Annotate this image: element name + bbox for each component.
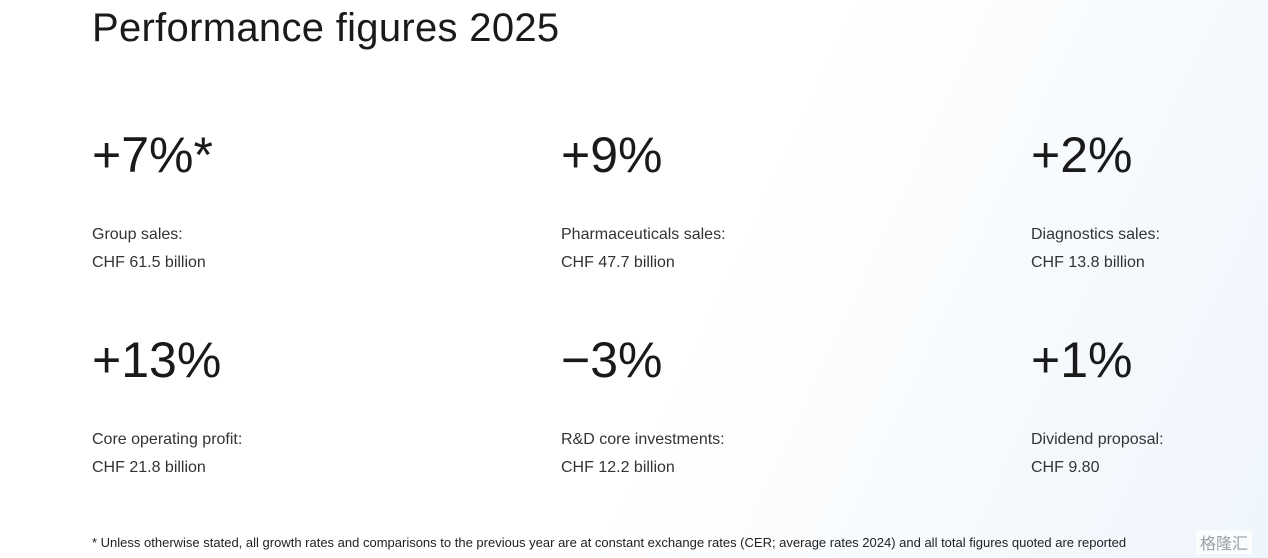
- figure-card: +2% Diagnostics sales: CHF 13.8 billion: [1031, 125, 1268, 277]
- figure-value: +7%*: [92, 127, 213, 183]
- figure-label: R&D core investments:: [561, 431, 725, 448]
- figure-value: +9%: [561, 127, 663, 183]
- figure-card: +13% Core operating profit: CHF 21.8 billi…: [92, 330, 492, 482]
- figure-value: +1%: [1031, 332, 1133, 388]
- figure-label: Diagnostics sales:: [1031, 226, 1160, 243]
- figure-amount: CHF 21.8 billion: [92, 459, 206, 476]
- figure-label: Group sales:: [92, 226, 183, 243]
- figure-amount: CHF 13.8 billion: [1031, 254, 1145, 271]
- figure-amount: CHF 12.2 billion: [561, 459, 675, 476]
- figure-value: −3%: [561, 332, 663, 388]
- watermark: 格隆汇: [1196, 530, 1253, 554]
- figure-label: Pharmaceuticals sales:: [561, 226, 726, 243]
- footnote: * Unless otherwise stated, all growth ra…: [92, 535, 1127, 550]
- figure-amount: CHF 47.7 billion: [561, 254, 675, 271]
- figure-label: Dividend proposal:: [1031, 431, 1164, 448]
- figure-value: +13%: [92, 332, 222, 388]
- figure-card: +7%* Group sales: CHF 61.5 billion: [92, 125, 492, 277]
- figure-amount: CHF 9.80: [1031, 459, 1100, 476]
- figure-amount: CHF 61.5 billion: [92, 254, 206, 271]
- figure-label: Core operating profit:: [92, 431, 243, 448]
- figure-card: +1% Dividend proposal: CHF 9.80: [1031, 330, 1268, 482]
- figure-value: +2%: [1031, 127, 1133, 183]
- figure-card: −3% R&D core investments: CHF 12.2 billion: [561, 330, 961, 482]
- page-title: Performance figures 2025: [92, 6, 560, 50]
- figure-card: +9% Pharmaceuticals sales: CHF 47.7 billio…: [561, 125, 961, 277]
